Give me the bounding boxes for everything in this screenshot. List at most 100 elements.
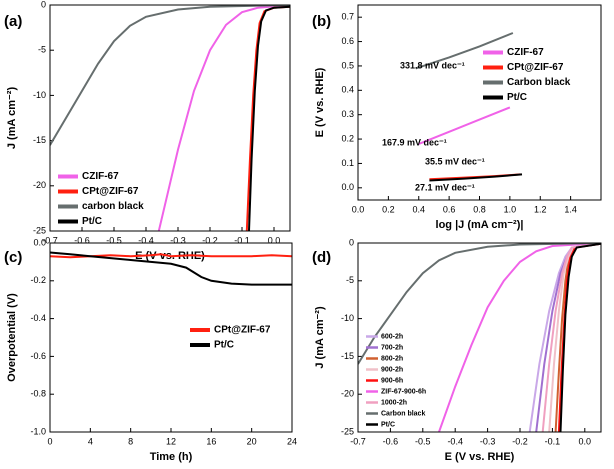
y-tick-label: -15 [33,135,46,145]
y-tick-label: -0.6 [30,351,46,361]
x-tick-label: -0.1 [234,235,250,245]
series-line [438,243,601,432]
y-tick-label: 0.2 [341,133,354,143]
y-tick-label: 0.3 [341,109,354,119]
x-tick-label: -0.1 [545,436,561,446]
series-line [50,5,290,146]
y-axis-label: E (V vs. RHE) [314,67,326,137]
x-tick-label: 20 [247,436,257,446]
y-tick-label: 0.4 [341,85,354,95]
legend-label: Pt/C [82,216,102,227]
plot-frame [357,4,602,201]
legend-label: 600-2h [381,333,403,340]
y-tick-label: -5 [346,275,354,285]
series-line [248,5,290,231]
legend-label: CZIF-67 [507,47,544,58]
x-tick-label: 0.0 [352,204,365,214]
x-tick-label: -0.4 [447,436,463,446]
x-tick-label: -0.3 [170,235,186,245]
series-line [415,32,514,70]
y-tick-label: -0.2 [30,275,46,285]
x-tick-label: 1.2 [534,204,547,214]
plot-frame [357,242,602,433]
legend-label: 900-2h [381,366,403,373]
y-tick-label: -0.4 [30,313,46,323]
x-axis-label: log |J (mA cm⁻²)| [436,219,524,231]
y-tick-label: 0.6 [341,36,354,46]
y-tick-label: -5 [38,45,46,55]
legend-label: CZIF-67 [82,171,119,182]
legend-label: Pt/C [381,421,395,428]
y-tick-label: 0.5 [341,60,354,70]
x-tick-label: -0.6 [74,235,90,245]
legend-label: 1000-2h [381,399,407,406]
x-tick-label: 24 [287,436,297,446]
x-tick-label: 0.0 [579,436,592,446]
x-tick-label: 0.8 [473,204,486,214]
y-tick-label: 0 [349,237,354,247]
y-tick-label: -10 [341,313,354,323]
series-line [559,243,601,432]
legend-label: CPt@ZIF-67 [214,325,271,336]
x-tick-label: -0.2 [202,235,218,245]
panel-label: (a) [4,13,22,30]
legend-label: 800-2h [381,355,403,362]
y-tick-label: -15 [341,351,354,361]
x-tick-label: -0.4 [138,235,154,245]
panel-label: (b) [312,13,331,30]
x-tick-label: 1.0 [504,204,517,214]
x-tick-label: -0.6 [383,436,399,446]
legend-label: carbon black [82,201,144,212]
x-tick-label: 0.4 [412,204,425,214]
panel-label: (c) [4,249,22,266]
plot-frame [49,242,293,433]
annotation: 331.8 mV dec⁻¹ [400,60,465,70]
x-tick-label: -0.5 [415,436,431,446]
x-tick-label: -0.2 [512,436,528,446]
x-tick-label: 4 [88,436,93,446]
annotation: 27.1 mV dec⁻¹ [415,182,475,192]
y-axis-label: Overpotential (V) [6,293,18,382]
y-tick-label: -25 [341,426,354,436]
y-tick-label: 0 [41,0,46,9]
panel-label: (d) [312,249,331,266]
x-tick-label: 0.2 [382,204,395,214]
y-tick-label: -1.0 [30,426,46,436]
legend-label: CPt@ZIF-67 [82,186,139,197]
x-tick-label: 0 [47,436,52,446]
y-tick-label: -20 [341,389,354,399]
y-tick-label: -25 [33,225,46,235]
y-tick-label: -0.8 [30,389,46,399]
y-tick-label: 0.1 [341,158,354,168]
x-axis-label: Time (h) [150,451,193,463]
legend-label: 700-2h [381,344,403,351]
y-tick-label: -20 [33,180,46,190]
series-line [541,243,601,432]
series-line [418,106,511,145]
x-tick-label: -0.3 [480,436,496,446]
x-tick-label: -0.7 [350,436,366,446]
x-tick-label: 8 [128,436,133,446]
plot-frame [49,4,291,232]
x-tick-label: 12 [166,436,176,446]
y-tick-label: 0.0 [33,237,46,247]
legend-label: Carbon black [507,77,571,88]
y-tick-label: 0.7 [341,12,354,22]
legend-label: CPt@ZIF-67 [507,62,564,73]
legend-label: ZIF-67-900-6h [381,388,426,395]
x-tick-label: 0.0 [268,235,281,245]
x-tick-label: -0.5 [106,235,122,245]
y-axis-label: J (mA cm⁻²) [6,87,18,150]
x-axis-label: E (V vs. RHE) [445,451,515,463]
x-tick-label: 16 [206,436,216,446]
series-line [358,243,601,365]
series-line [429,173,523,182]
series-line [50,251,292,286]
y-axis-label: J (mA cm⁻²) [314,306,326,369]
annotation: 167.9 mV dec⁻¹ [382,137,447,147]
x-tick-label: -0.7 [42,235,58,245]
x-tick-label: 0.6 [443,204,456,214]
legend-label: Pt/C [507,92,527,103]
